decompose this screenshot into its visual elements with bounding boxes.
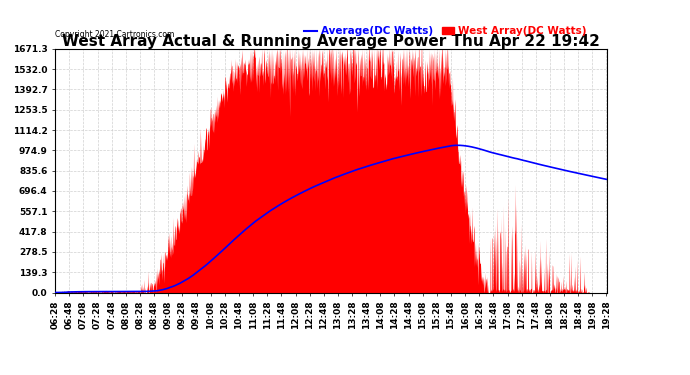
Title: West Array Actual & Running Average Power Thu Apr 22 19:42: West Array Actual & Running Average Powe… — [62, 34, 600, 49]
Legend: Average(DC Watts), West Array(DC Watts): Average(DC Watts), West Array(DC Watts) — [300, 22, 591, 40]
Text: Copyright 2021 Cartronics.com: Copyright 2021 Cartronics.com — [55, 30, 175, 39]
